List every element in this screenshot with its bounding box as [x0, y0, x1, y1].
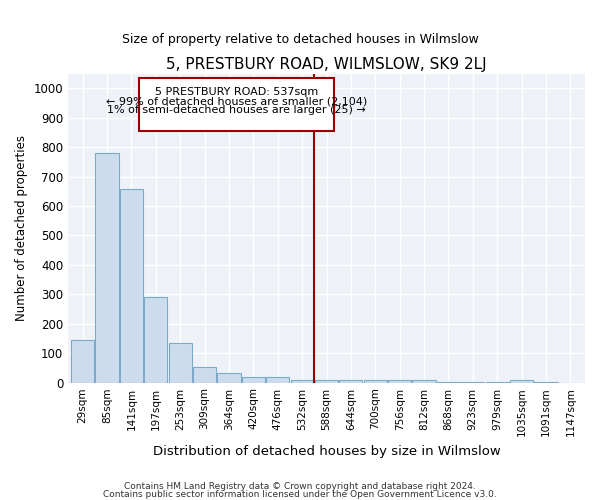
- Text: Contains public sector information licensed under the Open Government Licence v3: Contains public sector information licen…: [103, 490, 497, 499]
- Bar: [290, 380, 314, 382]
- Bar: [169, 342, 192, 382]
- Bar: [388, 380, 411, 382]
- Text: Size of property relative to detached houses in Wilmslow: Size of property relative to detached ho…: [122, 32, 478, 46]
- Bar: [266, 378, 289, 382]
- Bar: [510, 380, 533, 382]
- Title: 5, PRESTBURY ROAD, WILMSLOW, SK9 2LJ: 5, PRESTBURY ROAD, WILMSLOW, SK9 2LJ: [166, 58, 487, 72]
- X-axis label: Distribution of detached houses by size in Wilmslow: Distribution of detached houses by size …: [152, 444, 500, 458]
- FancyBboxPatch shape: [139, 78, 334, 131]
- Bar: [340, 380, 362, 382]
- Bar: [71, 340, 94, 382]
- Bar: [242, 376, 265, 382]
- Text: 5 PRESTBURY ROAD: 537sqm: 5 PRESTBURY ROAD: 537sqm: [155, 88, 318, 98]
- Text: Contains HM Land Registry data © Crown copyright and database right 2024.: Contains HM Land Registry data © Crown c…: [124, 482, 476, 491]
- Y-axis label: Number of detached properties: Number of detached properties: [15, 135, 28, 321]
- Bar: [364, 380, 387, 382]
- Bar: [120, 190, 143, 382]
- Bar: [95, 154, 119, 382]
- Bar: [315, 380, 338, 382]
- Bar: [144, 297, 167, 382]
- Text: 1% of semi-detached houses are larger (25) →: 1% of semi-detached houses are larger (2…: [107, 105, 365, 115]
- Bar: [193, 366, 216, 382]
- Text: ← 99% of detached houses are smaller (2,104): ← 99% of detached houses are smaller (2,…: [106, 96, 367, 106]
- Bar: [217, 373, 241, 382]
- Bar: [412, 380, 436, 382]
